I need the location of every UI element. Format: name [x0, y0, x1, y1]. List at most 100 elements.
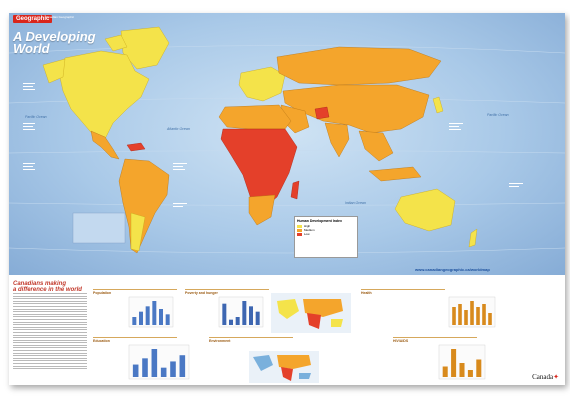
section-headline: Canadians making a difference in the wor…	[13, 281, 82, 293]
intro-text	[13, 293, 87, 371]
north-africa	[218, 104, 292, 130]
chart-bar	[132, 364, 139, 377]
info-section: Canadians making a difference in the wor…	[9, 275, 565, 385]
australia	[394, 188, 456, 232]
website-url[interactable]: www.canadiangeographic.ca/worldmap	[415, 267, 490, 272]
north-america	[58, 50, 150, 140]
chart-bar	[452, 307, 456, 325]
chart-bar	[488, 313, 492, 325]
mini-map-health	[271, 293, 351, 333]
chart-bar	[142, 358, 148, 377]
chart-bar	[249, 306, 253, 325]
southern-africa	[248, 194, 276, 226]
legend-swatch-low	[297, 232, 302, 236]
panel-poverty: Poverty and hunger	[185, 289, 269, 296]
chart-bar	[459, 363, 465, 377]
legend-label-high: High	[304, 224, 311, 228]
south-america-south	[130, 212, 146, 252]
poster: Geographic Canadian Geographic A Develop…	[9, 13, 565, 385]
map-title-line2: World	[13, 41, 50, 56]
russia	[276, 46, 442, 86]
map-graphic	[9, 26, 565, 254]
chart-bar	[132, 317, 137, 325]
wordmark-text: Canada	[532, 373, 554, 381]
headline-line1: Canadians making	[13, 281, 67, 287]
south-america	[118, 158, 170, 254]
ocean-label-indian: Indian Ocean	[345, 201, 366, 205]
headline-line2: a difference in the world	[13, 287, 82, 293]
chart-bar	[145, 306, 150, 325]
madagascar	[290, 180, 300, 200]
legend-swatch-high	[297, 224, 302, 228]
chart-bar	[229, 319, 233, 325]
chart-frame	[128, 344, 190, 380]
chart-bar	[442, 366, 448, 377]
legend-row-high: High	[295, 224, 357, 228]
inset-map	[72, 212, 126, 244]
mini-map-environment	[249, 351, 319, 383]
alaska	[42, 58, 66, 84]
southeast-asia	[358, 130, 394, 162]
greenland	[120, 26, 170, 70]
chart-bar	[458, 304, 462, 325]
panel-environment: Environment	[209, 337, 293, 344]
map-title: A Developing World	[13, 29, 96, 56]
chart-bar	[476, 359, 482, 377]
brand-logo: Geographic	[13, 15, 53, 23]
legend-row-low: Low	[295, 232, 357, 236]
afghanistan	[314, 106, 330, 120]
chart-bar	[179, 355, 186, 377]
panel-health: Health	[361, 289, 445, 296]
indonesia	[368, 166, 422, 182]
panel-title-hiv: HIV/AIDS	[393, 339, 409, 343]
map-title-line1: A Developing	[13, 29, 96, 44]
chart-bar	[152, 301, 157, 325]
arctic-islands	[104, 34, 128, 52]
maple-leaf-icon: ✦	[553, 373, 559, 381]
chart-bar	[151, 349, 158, 377]
panel-title-education: Education	[93, 339, 110, 343]
panel-title-environment: Environment	[209, 339, 231, 343]
chart-bar	[482, 304, 486, 325]
brand-subtitle: Canadian Geographic	[45, 15, 75, 19]
ocean-label-pacific-west: Pacific Ocean	[25, 115, 47, 119]
panel-education: Education	[93, 337, 177, 344]
ocean-label-atlantic: Atlantic Ocean	[167, 127, 190, 131]
chart-bar	[242, 301, 247, 325]
panel-hiv: HIV/AIDS	[393, 337, 477, 344]
charts-layer	[128, 296, 496, 380]
central-america	[90, 130, 120, 160]
chart-bar	[160, 367, 167, 377]
chart-bar	[222, 303, 227, 325]
chart-bar	[235, 317, 240, 325]
chart-bar	[170, 361, 176, 377]
map-legend: Human Development Index High Medium Low	[294, 216, 358, 258]
government-wordmark: Canada✦	[532, 373, 559, 381]
chart-bar	[476, 307, 480, 325]
ocean-label-pacific-east: Pacific Ocean	[487, 113, 509, 117]
legend-label-medium: Medium	[304, 228, 315, 232]
legend-swatch-medium	[297, 228, 302, 232]
europe	[238, 66, 286, 102]
chart-bar	[451, 349, 457, 377]
chart-bar	[467, 370, 473, 377]
panel-title-poverty: Poverty and hunger	[185, 291, 218, 295]
chart-bar	[159, 309, 163, 325]
new-zealand	[468, 228, 478, 248]
japan	[432, 96, 444, 114]
legend-title: Human Development Index	[297, 219, 342, 223]
legend-row-medium: Medium	[295, 228, 357, 232]
panel-population: Population	[93, 289, 177, 296]
india	[324, 122, 350, 158]
chart-bar	[165, 314, 170, 325]
chart-bar	[255, 311, 260, 325]
chart-bar	[470, 301, 474, 325]
world-map: Geographic Canadian Geographic A Develop…	[9, 13, 565, 275]
chart-bar	[139, 311, 143, 325]
panel-title-population: Population	[93, 291, 112, 295]
country-labels	[23, 83, 523, 207]
legend-label-low: Low	[304, 232, 310, 236]
chart-bar	[464, 310, 468, 325]
caribbean	[126, 142, 146, 152]
panel-title-health: Health	[361, 291, 372, 295]
